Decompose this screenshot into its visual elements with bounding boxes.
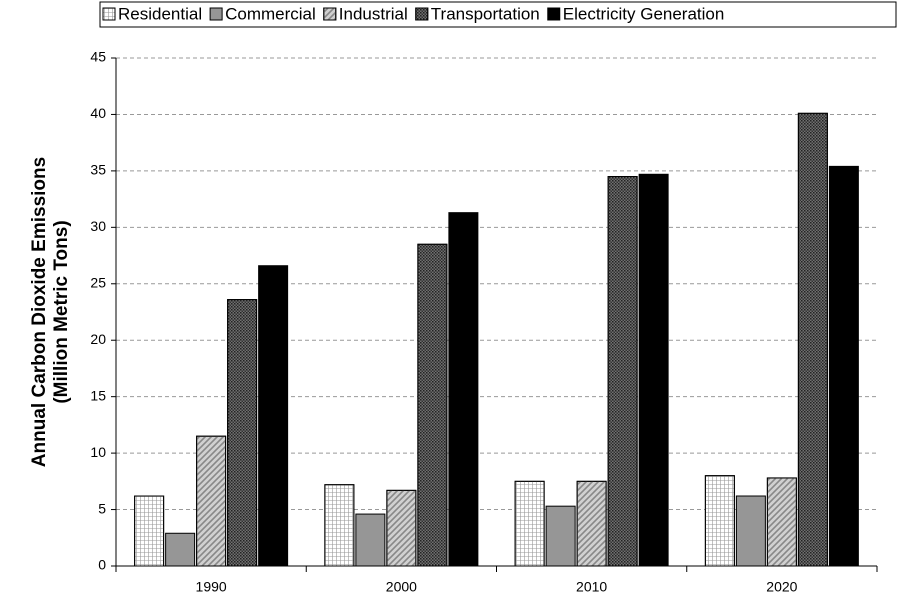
y-tick-label: 35: [90, 162, 106, 178]
legend-box: [99, 1, 897, 28]
bar-pattern: [134, 495, 165, 567]
legend-label: Commercial: [225, 4, 316, 23]
x-tick-label: 2000: [386, 579, 417, 595]
legend-swatch: [209, 7, 223, 21]
bar: [448, 212, 479, 567]
bar: [735, 495, 766, 567]
y-tick-label: 45: [90, 49, 106, 65]
bar-pattern: [514, 480, 545, 567]
bar-pattern: [607, 176, 638, 567]
x-tick-label: 2020: [766, 579, 797, 595]
bar: [545, 505, 576, 567]
y-tick-label: 0: [98, 557, 106, 573]
bar: [165, 532, 196, 567]
bar: [638, 173, 669, 567]
y-tick-label: 10: [90, 444, 106, 460]
legend-swatch: [547, 7, 561, 21]
y-tick-label: 40: [90, 105, 106, 121]
legend-swatch-pattern: [102, 7, 116, 21]
bar: [355, 513, 386, 567]
bar-pattern: [227, 299, 258, 567]
legend-label: Residential: [118, 4, 202, 23]
bar-pattern: [324, 484, 355, 567]
legend-swatch-pattern: [323, 7, 337, 21]
x-tick-label: 2010: [576, 579, 607, 595]
bar-pattern: [704, 475, 735, 567]
legend-swatch-pattern: [415, 7, 429, 21]
x-tick-label: 1990: [196, 579, 227, 595]
legend: Residential Commercial Industrial Transport…: [102, 4, 725, 23]
legend-label: Industrial: [339, 4, 408, 23]
y-tick-label: 15: [90, 387, 106, 403]
bar-pattern: [797, 112, 828, 567]
y-axis-label: Annual Carbon Dioxide Emissions: [29, 157, 50, 467]
legend-label: Electricity Generation: [563, 4, 725, 23]
y-tick-label: 30: [90, 218, 106, 234]
y-tick-label: 20: [90, 331, 106, 347]
y-tick-label: 5: [98, 500, 106, 516]
bar-pattern: [386, 489, 417, 567]
y-tick-label: 25: [90, 274, 106, 290]
bar-pattern: [196, 435, 227, 567]
bar-pattern: [576, 480, 607, 567]
legend-label: Transportation: [431, 4, 540, 23]
bar-pattern: [417, 243, 448, 567]
bar: [258, 265, 289, 567]
bar: [828, 165, 859, 567]
y-axis-label: (Million Metric Tons): [51, 220, 72, 403]
bar-pattern: [766, 477, 797, 567]
